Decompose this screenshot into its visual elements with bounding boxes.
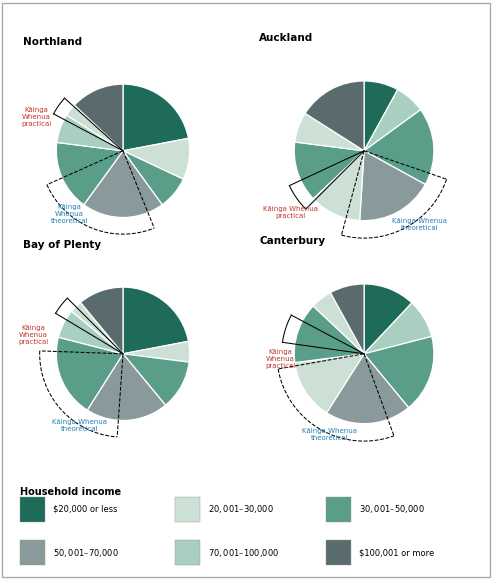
Text: $20,001 – $30,000: $20,001 – $30,000 <box>208 503 274 516</box>
Text: $50,001 – $70,000: $50,001 – $70,000 <box>53 546 119 559</box>
Text: $20,000 or less: $20,000 or less <box>53 505 117 514</box>
Wedge shape <box>313 292 364 354</box>
Text: Kāinga Whenua
practical: Kāinga Whenua practical <box>263 206 318 219</box>
Wedge shape <box>67 105 123 151</box>
Wedge shape <box>74 84 123 151</box>
Wedge shape <box>295 113 364 151</box>
Text: Canterbury: Canterbury <box>259 235 325 245</box>
Wedge shape <box>72 302 123 354</box>
Wedge shape <box>360 151 425 220</box>
Text: Kāinga Whenua
theoretical: Kāinga Whenua theoretical <box>302 427 357 441</box>
Wedge shape <box>57 337 123 410</box>
FancyBboxPatch shape <box>175 497 200 522</box>
FancyBboxPatch shape <box>326 540 351 565</box>
FancyBboxPatch shape <box>175 540 200 565</box>
Wedge shape <box>59 311 123 354</box>
Text: Household income: Household income <box>20 487 121 497</box>
Wedge shape <box>364 284 412 354</box>
Wedge shape <box>364 89 421 151</box>
Text: $30,001 – $50,000: $30,001 – $50,000 <box>359 503 425 516</box>
Wedge shape <box>294 306 364 362</box>
Wedge shape <box>294 142 364 198</box>
Wedge shape <box>313 151 364 220</box>
Wedge shape <box>364 303 431 354</box>
Wedge shape <box>57 143 123 205</box>
Wedge shape <box>364 336 434 408</box>
Wedge shape <box>305 81 364 151</box>
Text: Kāinga Whenua
theoretical: Kāinga Whenua theoretical <box>393 218 447 231</box>
Text: Kāinga
Whenua
practical: Kāinga Whenua practical <box>18 325 48 345</box>
Wedge shape <box>331 284 364 354</box>
Text: $100,001 or more: $100,001 or more <box>359 548 434 557</box>
Text: $70,001 – $100,000: $70,001 – $100,000 <box>208 546 279 559</box>
Wedge shape <box>123 354 189 405</box>
Wedge shape <box>123 341 189 362</box>
Text: Kāinga Whenua
theoretical: Kāinga Whenua theoretical <box>52 419 107 432</box>
FancyBboxPatch shape <box>20 540 45 565</box>
FancyBboxPatch shape <box>326 497 351 522</box>
Text: Kāinga
Whenua
practical: Kāinga Whenua practical <box>265 349 295 369</box>
Wedge shape <box>364 110 434 184</box>
Text: Kāinga
Whenua
theoretical: Kāinga Whenua theoretical <box>51 204 89 224</box>
Wedge shape <box>295 354 364 413</box>
FancyBboxPatch shape <box>20 497 45 522</box>
Text: Auckland: Auckland <box>259 32 313 42</box>
Wedge shape <box>123 151 184 205</box>
Wedge shape <box>57 115 123 151</box>
Text: Kāinga
Whenua
practical: Kāinga Whenua practical <box>21 107 52 128</box>
Wedge shape <box>364 81 398 151</box>
Text: Northland: Northland <box>23 38 82 48</box>
Wedge shape <box>327 354 408 423</box>
Wedge shape <box>123 287 188 354</box>
Wedge shape <box>123 138 189 179</box>
Wedge shape <box>84 151 162 218</box>
Wedge shape <box>87 354 165 420</box>
Text: Bay of Plenty: Bay of Plenty <box>23 241 101 251</box>
Wedge shape <box>123 84 188 151</box>
Wedge shape <box>81 287 123 354</box>
